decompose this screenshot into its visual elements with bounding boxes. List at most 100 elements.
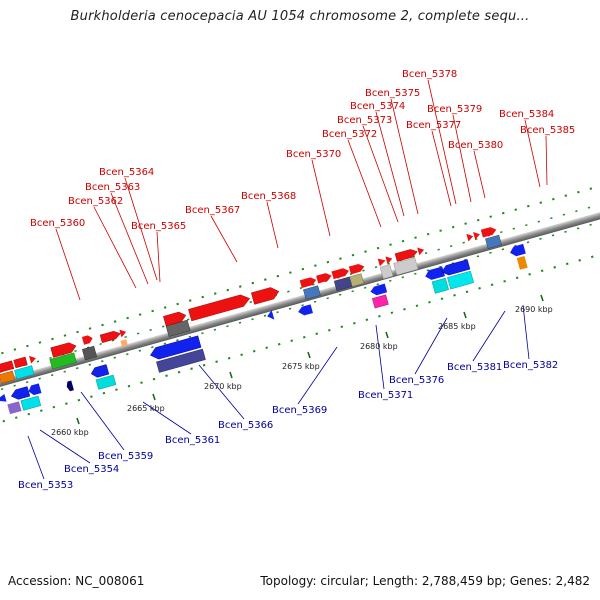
gene-arrow[interactable] [377,257,387,267]
gene-block[interactable] [0,360,15,374]
forward-gene-label[interactable]: Bcen_5374 [350,101,405,112]
gene-block[interactable] [447,270,474,290]
forward-gene-label[interactable]: Bcen_5379 [427,104,482,115]
gene-arrow[interactable] [473,230,481,240]
forward-gene-label[interactable]: Bcen_5367 [185,205,240,216]
track-dot [476,255,480,258]
forward-gene-label[interactable]: Bcen_5385 [520,125,575,136]
gene-arrow[interactable] [163,310,187,327]
gene-arrow[interactable] [149,335,202,361]
gene-block[interactable] [95,374,117,390]
gene-arrow[interactable] [316,272,333,284]
forward-gene-label[interactable]: Bcen_5372 [322,129,377,140]
track-dot [449,245,453,248]
gene-block[interactable] [0,370,16,384]
gene-block[interactable] [156,348,206,373]
forward-gene-labels: Bcen_5360 Bcen_5362 Bcen_5363 Bcen_5364 Bcen… [30,69,575,301]
track-dot [301,304,304,307]
reverse-gene-label[interactable]: Bcen_5359 [98,451,153,462]
gene-arrow[interactable] [119,328,127,338]
track-dot [313,300,317,303]
gene-arrow[interactable] [29,354,37,364]
gene-arrow[interactable] [299,276,318,289]
track-dot [414,236,417,239]
gene-block[interactable] [393,257,419,276]
gene-block[interactable] [7,401,22,415]
gene-arrow[interactable] [188,293,251,322]
forward-gene-label[interactable]: Bcen_5378 [402,69,457,80]
gene-arrow[interactable] [417,246,425,256]
track-dot [202,363,206,367]
reverse-gene-label[interactable]: Bcen_5381 [447,362,502,373]
gene-block[interactable] [120,339,128,347]
gene-block[interactable] [14,365,35,380]
track-dot [151,309,154,313]
gene-arrow[interactable] [440,259,471,277]
gene-block[interactable] [49,352,77,370]
gene-arrow[interactable] [369,283,388,297]
reverse-gene-label[interactable]: Bcen_5353 [18,480,73,491]
forward-gene-label[interactable]: Bcen_5384 [499,109,554,120]
gene-arrow[interactable] [27,383,42,396]
gene-arrow[interactable] [348,263,366,275]
gene-arrow[interactable] [297,304,313,316]
gene-arrow[interactable] [331,267,350,280]
gene-block[interactable] [379,264,394,280]
reverse-gene-label[interactable]: Bcen_5371 [358,390,413,401]
reverse-gene-label[interactable]: Bcen_5369 [272,405,327,416]
forward-gene-label[interactable]: Bcen_5377 [406,120,461,131]
track-dot [453,294,456,297]
forward-gene-label[interactable]: Bcen_5363 [85,182,140,193]
gene-arrow[interactable] [65,380,74,392]
gene-block[interactable] [303,285,321,300]
track-dot [39,409,43,412]
gene-arrow[interactable] [466,232,474,242]
gene-arrow[interactable] [266,309,275,321]
leader-line [156,231,161,283]
gene-arrow[interactable] [509,243,526,258]
forward-gene-label[interactable]: Bcen_5380 [448,140,503,151]
gene-arrow[interactable] [251,286,280,305]
gene-block[interactable] [372,294,389,309]
forward-gene-label[interactable]: Bcen_5375 [365,88,420,99]
track-dot [365,318,369,322]
track-dot [113,320,117,323]
forward-gene-label[interactable]: Bcen_5373 [337,115,392,126]
reverse-gene-label[interactable]: Bcen_5376 [389,375,444,386]
track-dot [526,241,530,244]
gene-block[interactable] [349,273,365,287]
track-dot [351,290,354,293]
track-dot [514,208,518,211]
reverse-gene-label[interactable]: Bcen_5361 [165,435,220,446]
gene-arrow[interactable] [99,330,121,344]
forward-gene-label[interactable]: Bcen_5364 [99,167,154,178]
gene-arrow[interactable] [394,248,418,262]
tick-mark [540,294,544,302]
forward-gene-label[interactable]: Bcen_5362 [68,196,123,207]
track-dot [464,222,467,225]
reverse-gene-label[interactable]: Bcen_5382 [503,360,558,371]
gene-arrow[interactable] [10,386,31,401]
reverse-gene-label[interactable]: Bcen_5354 [64,464,119,475]
gene-arrow[interactable] [424,266,445,282]
track-dot [589,187,593,190]
gene-block[interactable] [82,345,98,361]
gene-arrow[interactable] [50,341,78,358]
track-dot [490,283,494,287]
gene-arrow[interactable] [0,393,7,404]
gene-arrow[interactable] [81,334,94,345]
gene-arrow[interactable] [90,364,110,378]
gene-block[interactable] [13,356,28,369]
gene-arrow[interactable] [385,255,393,265]
forward-gene-label[interactable]: Bcen_5368 [241,191,296,202]
gene-block[interactable] [485,234,502,249]
track-dot [188,335,192,338]
gene-block[interactable] [20,395,42,411]
gene-arrow[interactable] [480,226,498,238]
reverse-gene-label[interactable]: Bcen_5366 [218,420,273,431]
forward-gene-label[interactable]: Bcen_5365 [131,221,186,232]
forward-gene-label[interactable]: Bcen_5370 [286,149,341,160]
gene-block[interactable] [431,277,449,294]
gene-block[interactable] [516,256,528,270]
forward-gene-label[interactable]: Bcen_5360 [30,218,85,229]
